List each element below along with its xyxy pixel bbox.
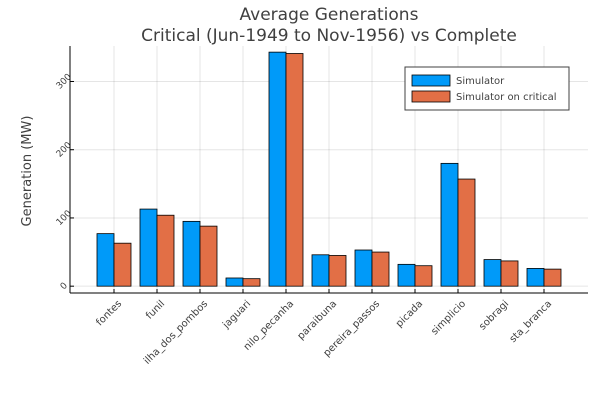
bar xyxy=(311,254,330,287)
y-axis-label: Generation (MW) xyxy=(20,116,35,227)
x-tick-label: jaguari xyxy=(220,298,253,331)
chart-title-line-2: Critical (Jun-1949 to Nov-1956) vs Compl… xyxy=(141,26,517,46)
bar xyxy=(371,251,390,287)
y-tick-label: 100 xyxy=(55,208,74,227)
bar xyxy=(96,233,115,287)
bar-layer xyxy=(96,51,562,287)
bar xyxy=(354,249,373,287)
chart-title-line-1: Average Generations xyxy=(240,5,419,25)
bar xyxy=(268,51,287,287)
legend-label: Simulator on critical xyxy=(456,92,557,103)
bar xyxy=(440,162,459,287)
bar xyxy=(199,225,218,287)
legend-box xyxy=(404,66,570,111)
x-tick-label: funil xyxy=(144,298,167,321)
x-tick-label: simplicio xyxy=(429,298,468,337)
bar xyxy=(328,255,347,287)
legend-label: Simulator xyxy=(456,76,505,87)
y-tick-label: 300 xyxy=(55,72,74,91)
bar xyxy=(113,242,132,287)
bar xyxy=(139,208,158,287)
y-tick-label: 200 xyxy=(55,140,74,159)
bar xyxy=(285,53,304,287)
legend: Simulator Simulator on critical xyxy=(404,66,570,111)
bar xyxy=(483,259,502,287)
legend-swatch xyxy=(411,90,451,103)
bar xyxy=(225,277,244,287)
bar xyxy=(500,260,519,287)
bar xyxy=(414,265,433,287)
bar xyxy=(397,263,416,287)
y-tick-label: 0 xyxy=(59,281,70,292)
bar xyxy=(182,220,201,287)
x-tick-label: sta_branca xyxy=(508,298,555,345)
x-tick-label: sobragi xyxy=(477,298,511,332)
legend-swatch xyxy=(411,74,451,87)
bar xyxy=(526,268,545,287)
bar xyxy=(242,278,261,287)
x-tick-label: fontes xyxy=(94,298,124,328)
bar xyxy=(543,268,562,287)
bar xyxy=(156,214,175,287)
x-tick-label: picada xyxy=(394,298,425,329)
bar xyxy=(457,178,476,287)
x-tick-label: paraibuna xyxy=(296,298,340,342)
